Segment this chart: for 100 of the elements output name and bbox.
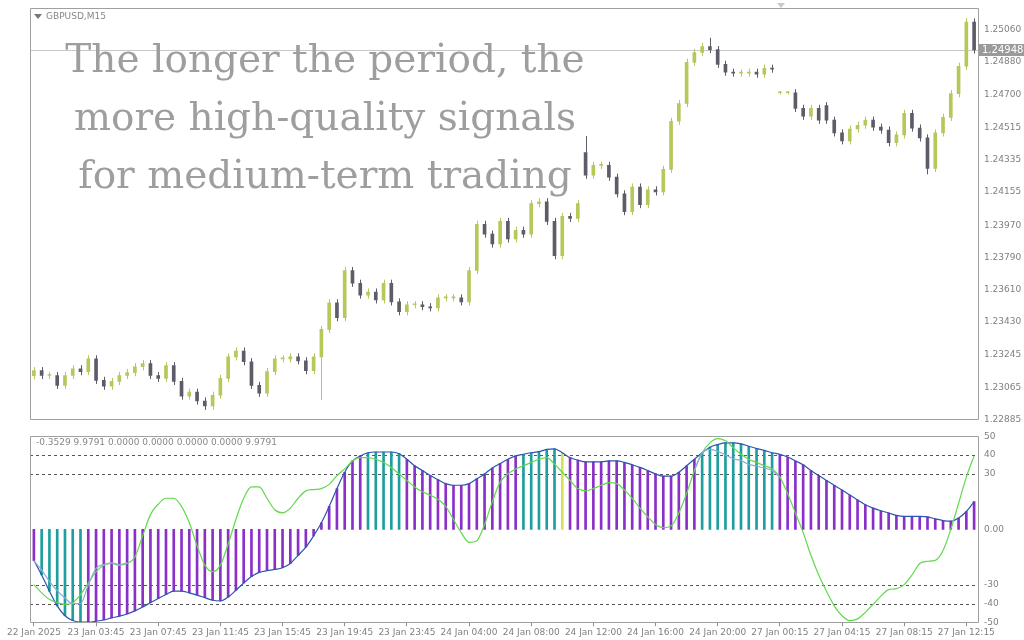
bar <box>211 528 214 601</box>
bar <box>762 450 766 530</box>
bar <box>731 442 735 530</box>
bar <box>156 528 160 599</box>
bar <box>110 528 113 619</box>
bar <box>685 465 688 530</box>
bar <box>553 448 556 530</box>
bar <box>693 458 696 530</box>
candlestick <box>575 199 580 223</box>
x-tick-label: 22 Jan 2025 <box>6 626 61 637</box>
x-tick-label: 27 Jan 00:15 <box>751 626 809 637</box>
annotation: The longer the period, the more high-quality signals for medium-term trading <box>64 35 586 199</box>
bar <box>242 528 246 584</box>
bar <box>716 444 720 530</box>
chart-title: GBPUSD,M15 <box>46 11 106 21</box>
y-tick-label: 1.23430 <box>984 316 1022 327</box>
x-tick-label: 23 Jan 15:45 <box>254 626 312 637</box>
bar <box>832 484 836 530</box>
bar <box>475 478 479 530</box>
bar <box>576 459 580 530</box>
bar <box>864 504 867 530</box>
candlestick <box>544 197 549 226</box>
bar <box>887 512 890 530</box>
bar <box>747 445 751 530</box>
bar <box>390 451 393 530</box>
candlestick <box>389 279 394 306</box>
bar <box>529 452 533 530</box>
y-tick-label: 1.23245 <box>984 349 1022 360</box>
y-tick-label: 1.23790 <box>984 251 1022 262</box>
bar <box>755 448 758 530</box>
bar <box>817 475 821 530</box>
bar <box>250 528 253 577</box>
y-tick-label: 1.23065 <box>984 381 1022 392</box>
bar <box>459 484 463 530</box>
bar <box>560 452 564 530</box>
bar <box>421 470 424 530</box>
y-tick-label: -50 <box>984 616 999 627</box>
candlestick <box>335 298 339 322</box>
bar <box>71 528 75 621</box>
bar <box>79 528 82 623</box>
bar <box>118 528 121 617</box>
y-tick-label: 1.22885 <box>984 413 1022 424</box>
candlestick <box>832 116 837 138</box>
bar <box>615 460 618 530</box>
bar <box>172 528 176 592</box>
x-tick-label: 24 Jan 08:00 <box>502 626 560 637</box>
candlestick <box>816 104 821 125</box>
candlestick <box>645 185 650 209</box>
candlestick <box>94 354 98 385</box>
y-tick-label: 1.24515 <box>984 121 1022 132</box>
bar <box>102 528 106 621</box>
bar <box>288 528 292 564</box>
candlestick <box>715 45 720 69</box>
x-tick-label: 24 Jan 16:00 <box>627 626 685 637</box>
candlestick <box>941 113 945 138</box>
candlestick <box>498 217 502 249</box>
bar <box>86 528 90 623</box>
bar <box>514 455 517 530</box>
x-tick-label: 24 Jan 20:00 <box>689 626 747 637</box>
bar <box>646 470 650 530</box>
bar <box>522 453 525 530</box>
bar <box>545 449 549 530</box>
x-tick-label: 27 Jan 08:15 <box>875 626 933 637</box>
y-tick-label: 40 <box>984 449 996 460</box>
candlestick <box>506 217 510 244</box>
bar <box>452 484 455 530</box>
candlestick <box>902 109 907 139</box>
candlestick <box>226 352 230 383</box>
bar <box>661 475 665 530</box>
bar <box>428 475 432 530</box>
bar <box>343 471 347 530</box>
bar <box>491 467 494 530</box>
bar <box>187 528 191 594</box>
y-tick-label: 1.23970 <box>984 219 1022 230</box>
bar <box>141 528 144 608</box>
bar <box>55 528 59 607</box>
candlestick <box>265 367 269 398</box>
x-tick-label: 23 Jan 07:45 <box>129 626 187 637</box>
candlestick <box>847 124 852 145</box>
y-tick-label: 30 <box>984 467 996 478</box>
x-tick-label: 23 Jan 19:45 <box>316 626 374 637</box>
x-tick-label: 24 Jan 04:00 <box>440 626 498 637</box>
x-tick-label: 27 Jan 12:15 <box>937 626 995 637</box>
bar <box>374 451 378 530</box>
bar <box>281 528 284 569</box>
y-tick-label: 1.24155 <box>984 186 1022 197</box>
bar <box>40 528 43 576</box>
candlestick <box>171 361 176 386</box>
bar <box>358 455 362 530</box>
bar <box>895 515 898 530</box>
bar <box>48 528 51 592</box>
y-tick-label: 1.23610 <box>984 284 1022 295</box>
chart-title: -0.3529 9.9791 0.0000 0.0000 0.0000 0.0000 9.9791 <box>36 437 277 447</box>
bar <box>630 464 634 530</box>
bar <box>965 511 968 530</box>
bar <box>825 480 828 530</box>
bar <box>786 456 789 530</box>
bar <box>654 473 657 530</box>
candlestick <box>86 354 91 376</box>
y-tick-label: 0.00 <box>984 523 1005 534</box>
